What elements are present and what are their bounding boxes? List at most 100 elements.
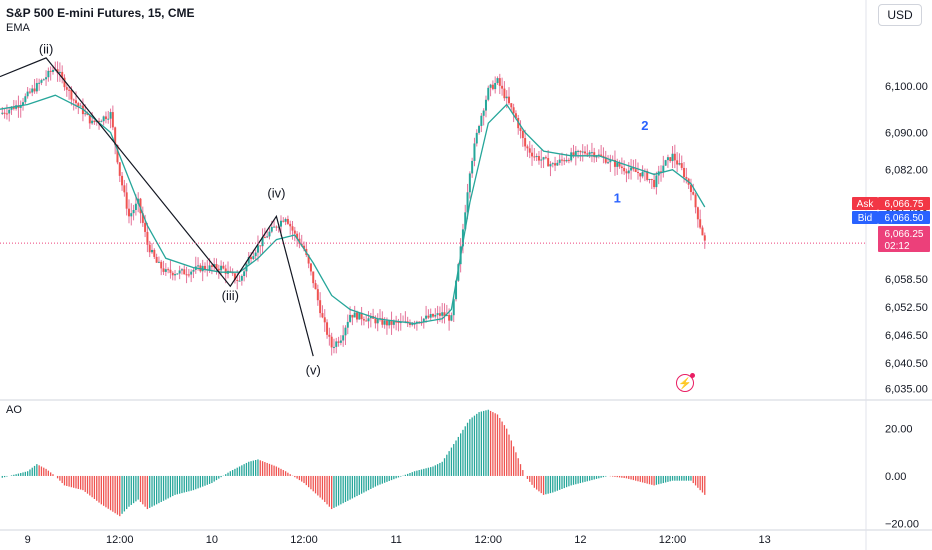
candle-body — [376, 319, 379, 324]
candle-body — [162, 268, 165, 272]
candle-body — [72, 99, 75, 101]
currency-button[interactable]: USD — [878, 4, 922, 26]
candle-body — [696, 207, 699, 220]
price-tag-label-bg — [852, 211, 878, 224]
candle-body — [620, 166, 623, 168]
time-tick-label: 13 — [759, 534, 771, 546]
candle-body — [49, 70, 52, 72]
candle-body — [505, 96, 508, 99]
candle-body — [648, 178, 651, 180]
candle-body — [448, 314, 451, 321]
price-tick-label: 6,100.00 — [885, 81, 928, 93]
candle-body — [503, 88, 506, 99]
candle-body — [699, 219, 702, 228]
candle-body — [268, 231, 271, 237]
candle-body — [79, 105, 82, 107]
price-tick-label: 6,035.00 — [885, 384, 928, 396]
candle-body — [461, 229, 464, 247]
candle-body — [397, 321, 400, 324]
last-price-value: 6,066.25 — [885, 229, 924, 240]
candle-body — [528, 148, 531, 153]
price-tick-label: 6,058.50 — [885, 274, 928, 286]
candle-body — [75, 100, 78, 104]
candle-body — [190, 271, 193, 275]
candle-body — [385, 320, 388, 326]
candle-body — [392, 321, 395, 325]
candle-body — [35, 83, 38, 92]
candle-body — [558, 159, 561, 163]
candle-body — [31, 88, 34, 93]
candle-body — [533, 156, 536, 158]
candle-body — [275, 226, 278, 228]
candle-body — [171, 272, 174, 276]
candle-body — [358, 312, 361, 320]
candle-body — [563, 160, 566, 162]
candle-body — [160, 261, 163, 269]
candle-body — [630, 167, 633, 171]
candle-body — [312, 271, 315, 284]
ao-tick-label: 20.00 — [885, 424, 913, 436]
candle-body — [346, 321, 349, 328]
flash-icon[interactable]: ⚡ — [676, 373, 695, 392]
candle-body — [609, 159, 612, 163]
candle-body — [441, 312, 444, 316]
candle-body — [593, 152, 596, 158]
wave-label: (iv) — [267, 186, 285, 201]
candle-body — [646, 170, 649, 180]
candle-body — [291, 226, 294, 231]
candle-body — [8, 109, 11, 114]
candle-body — [254, 252, 257, 257]
candle-body — [236, 279, 239, 281]
candle-body — [408, 323, 411, 325]
candle-body — [208, 265, 211, 271]
candle-body — [604, 157, 607, 163]
candle-body — [296, 233, 299, 239]
candle-body — [284, 218, 287, 222]
candle-body — [263, 237, 266, 239]
ao-histogram — [1, 409, 706, 517]
ao-label[interactable]: AO — [6, 404, 22, 416]
candle-body — [344, 327, 347, 336]
candle-body — [498, 78, 501, 86]
candle-body — [224, 268, 227, 274]
candle-body — [183, 269, 186, 275]
candle-body — [319, 300, 322, 314]
candle-body — [109, 112, 112, 119]
candle-body — [26, 91, 29, 97]
candle-body — [641, 171, 644, 177]
time-tick-label: 9 — [25, 534, 31, 546]
candle-body — [427, 315, 430, 318]
candle-body — [220, 265, 223, 271]
candle-body — [134, 203, 137, 210]
indicator-label[interactable]: EMA — [6, 22, 30, 34]
candle-body — [540, 159, 543, 161]
candle-body — [455, 280, 458, 300]
candle-body — [164, 269, 167, 272]
candle-body — [38, 82, 41, 84]
price-tick-label: 6,052.50 — [885, 302, 928, 314]
candle-body — [438, 313, 441, 316]
candle-body — [616, 162, 619, 167]
candle-body — [282, 220, 285, 222]
candle-body — [542, 157, 545, 160]
candle-body — [316, 289, 319, 301]
candle-body — [436, 313, 439, 315]
wave-label: (ii) — [39, 41, 53, 56]
price-tick-label: 6,082.00 — [885, 165, 928, 177]
candle-body — [335, 341, 338, 347]
candle-body — [1, 112, 4, 114]
candle-body — [127, 208, 130, 217]
candle-body — [61, 71, 64, 78]
candle-body — [355, 312, 358, 320]
candle-body — [10, 106, 13, 110]
candle-body — [579, 150, 582, 153]
candle-body — [600, 154, 603, 156]
candle-body — [155, 256, 158, 263]
candle-body — [88, 114, 91, 124]
candle-body — [491, 84, 494, 90]
candle-body — [632, 167, 635, 170]
candle-body — [132, 209, 135, 214]
candle-body — [634, 169, 637, 173]
candle-body — [28, 91, 31, 93]
